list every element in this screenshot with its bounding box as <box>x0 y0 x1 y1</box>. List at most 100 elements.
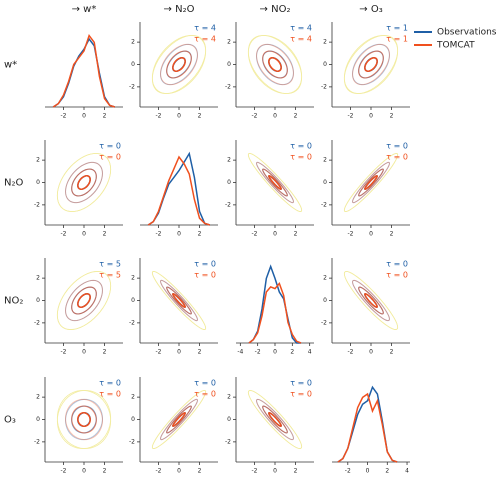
y-tick-label: 0 <box>131 61 135 68</box>
y-tick-label: -2 <box>129 438 135 445</box>
tau-annotation: τ = 5 <box>99 271 121 280</box>
tau-annotation: τ = 0 <box>99 153 121 162</box>
tau-annotation: τ = 0 <box>290 153 312 162</box>
contour <box>268 57 282 72</box>
contour <box>56 153 112 212</box>
contour <box>56 271 112 330</box>
contour <box>262 50 288 79</box>
x-tick-label: -2 <box>347 231 353 238</box>
x-tick-label: -2 <box>345 468 351 475</box>
contour <box>160 279 198 322</box>
contour <box>56 390 112 449</box>
x-tick-label: -4 <box>237 349 243 356</box>
tau-annotation: τ = 1 <box>386 35 408 44</box>
x-tick-label: -2 <box>155 231 161 238</box>
contour <box>358 50 384 79</box>
tau-annotation: τ = 0 <box>194 379 216 388</box>
x-tick-label: -2 <box>60 468 66 475</box>
contour <box>151 390 207 449</box>
x-tick-label: 0 <box>369 113 373 120</box>
tau-annotation: τ = 4 <box>290 35 312 44</box>
y-tick-label: 2 <box>36 275 40 282</box>
y-tick-label: 0 <box>323 297 327 304</box>
legend-label: TOMCAT <box>436 41 475 51</box>
contour <box>256 161 294 204</box>
x-tick-label: -2 <box>347 349 353 356</box>
x-tick-label: 2 <box>198 231 202 238</box>
contour <box>268 412 282 427</box>
y-tick-label: -2 <box>34 201 40 208</box>
tau-annotation: τ = 0 <box>386 260 408 269</box>
contour <box>358 286 384 315</box>
contour <box>343 35 399 94</box>
contour <box>160 43 198 86</box>
x-tick-label: 0 <box>177 231 181 238</box>
contour <box>151 35 207 94</box>
x-tick-label: -2 <box>347 113 353 120</box>
x-tick-label: -2 <box>255 349 261 356</box>
y-tick-label: 2 <box>131 394 135 401</box>
contour <box>256 43 294 86</box>
x-tick-label: 0 <box>273 468 277 475</box>
contour <box>256 398 294 441</box>
contour <box>247 153 303 212</box>
contour <box>151 271 207 330</box>
y-tick-label: 2 <box>131 39 135 46</box>
y-tick-label: -2 <box>129 83 135 90</box>
x-tick-label: -2 <box>251 468 257 475</box>
y-tick-label: 0 <box>131 297 135 304</box>
x-tick-label: 0 <box>366 468 370 475</box>
y-tick-label: 0 <box>36 179 40 186</box>
density-line <box>147 151 211 226</box>
contour <box>77 175 91 190</box>
contour <box>262 405 288 434</box>
x-tick-label: -2 <box>251 113 257 120</box>
contour <box>77 293 91 308</box>
contour <box>172 293 186 308</box>
x-tick-label: 2 <box>103 468 107 475</box>
column-title: → NO₂ <box>260 4 291 15</box>
contour <box>151 271 207 330</box>
x-tick-label: 0 <box>273 113 277 120</box>
contour <box>343 35 399 94</box>
tau-annotation: τ = 0 <box>386 142 408 151</box>
x-tick-label: 2 <box>390 113 394 120</box>
y-tick-label: 0 <box>323 61 327 68</box>
contour <box>268 57 282 72</box>
x-tick-label: -2 <box>155 113 161 120</box>
x-tick-label: 0 <box>82 231 86 238</box>
contour <box>343 153 399 212</box>
density-line <box>248 264 301 344</box>
x-tick-label: 0 <box>82 468 86 475</box>
tau-annotation: τ = 5 <box>99 260 121 269</box>
column-title: → w* <box>72 4 97 15</box>
x-tick-label: 0 <box>273 349 277 356</box>
contour <box>77 175 91 190</box>
contour <box>262 168 288 197</box>
contour <box>343 271 399 330</box>
contour <box>65 279 103 322</box>
contour <box>166 50 192 79</box>
contour <box>268 175 282 190</box>
y-tick-label: 0 <box>36 416 40 423</box>
tau-annotation: τ = 4 <box>194 24 216 33</box>
y-tick-label: 2 <box>323 39 327 46</box>
contour <box>77 412 91 427</box>
y-tick-label: 2 <box>227 39 231 46</box>
contour <box>352 43 390 86</box>
tau-annotation: τ = 4 <box>290 24 312 33</box>
x-tick-label: -2 <box>60 231 66 238</box>
contour <box>364 175 378 190</box>
contour <box>358 286 384 315</box>
contour <box>262 405 288 434</box>
contour <box>151 35 207 94</box>
contour <box>166 50 192 79</box>
tau-annotation: τ = 0 <box>194 260 216 269</box>
contour <box>247 153 303 212</box>
x-tick-label: -2 <box>155 468 161 475</box>
contour <box>343 153 399 212</box>
y-tick-label: 0 <box>323 179 327 186</box>
contour <box>262 50 288 79</box>
contour <box>172 57 186 72</box>
contour <box>77 293 91 308</box>
